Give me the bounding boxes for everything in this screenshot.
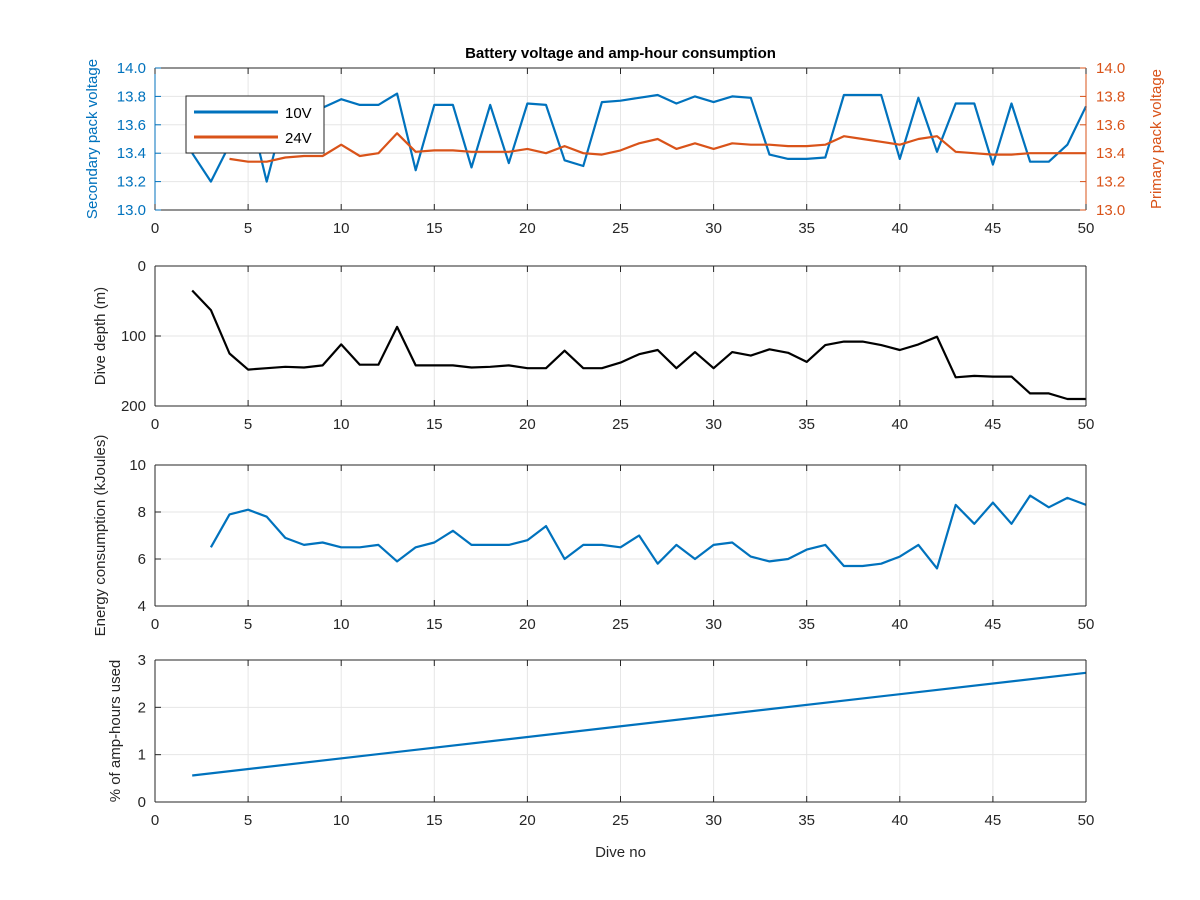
x-tick-label: 20 xyxy=(519,812,536,829)
x-tick-label: 30 xyxy=(705,416,722,433)
x-tick-label: 15 xyxy=(426,812,443,829)
y-tick-label: 200 xyxy=(121,398,146,415)
panel-1: 0 5 10 15 20 25 30 35 40 45 5013.013.213.413.613.8… xyxy=(84,45,1165,237)
x-tick-label: 45 xyxy=(985,416,1002,433)
x-tick-label: 5 xyxy=(244,416,252,433)
y2-tick-label: 14.0 xyxy=(1096,60,1125,77)
y2-tick-label: 13.0 xyxy=(1096,202,1125,219)
y-tick-label: 2 xyxy=(138,699,146,716)
panel-3: 0 5 10 15 20 25 30 35 40 45 50 4 6 8 10 Energy consumpt… xyxy=(92,435,1094,637)
y2-tick-label: 13.8 xyxy=(1096,88,1125,105)
y2-tick-label: 13.6 xyxy=(1096,117,1125,134)
x-tick-label: 35 xyxy=(798,616,815,633)
x-tick-label: 30 xyxy=(705,220,722,237)
y-axis-label: Energy consumption (kJoules) xyxy=(92,435,109,637)
y-tick-label: 13.2 xyxy=(117,174,146,191)
x-tick-label: 10 xyxy=(333,812,350,829)
x-tick-label: 30 xyxy=(705,616,722,633)
x-tick-label: 25 xyxy=(612,616,629,633)
x-tick-label: 15 xyxy=(426,616,443,633)
x-tick-label: 35 xyxy=(798,220,815,237)
x-tick-label: 45 xyxy=(985,220,1002,237)
x-tick-label: 25 xyxy=(612,812,629,829)
x-tick-label: 35 xyxy=(798,416,815,433)
y2-tick-label: 13.2 xyxy=(1096,174,1125,191)
y-tick-label: 13.0 xyxy=(117,202,146,219)
legend-label-24v: 24V xyxy=(285,130,312,147)
x-tick-label: 40 xyxy=(891,220,908,237)
x-axis-label: Dive no xyxy=(595,844,646,861)
x-tick-label: 10 xyxy=(333,416,350,433)
y-tick-label: 13.8 xyxy=(117,88,146,105)
y2-axis-label: Primary pack voltage xyxy=(1148,69,1165,209)
series-line-1 xyxy=(209,494,1087,570)
legend-box xyxy=(185,95,325,154)
chart-title: Battery voltage and amp-hour consumption xyxy=(465,45,776,62)
series-line-24v xyxy=(229,132,1086,163)
x-tick-label: 0 xyxy=(151,812,159,829)
legend-label-10v: 10V xyxy=(285,105,312,122)
x-tick-label: 5 xyxy=(244,812,252,829)
x-tick-label: 45 xyxy=(985,812,1002,829)
y-tick-label: 13.4 xyxy=(117,145,146,162)
y-tick-label: 4 xyxy=(138,598,146,615)
y-tick-label: 100 xyxy=(121,328,146,345)
series-line-10v xyxy=(191,92,1087,183)
y-axis-label: % of amp-hours used xyxy=(107,660,124,803)
y-axis-label: Secondary pack voltage xyxy=(84,59,101,219)
x-tick-label: 10 xyxy=(333,616,350,633)
panel-2: 0 5 10 15 20 25 30 35 40 45 50 0 100 200 Dive depth (m… xyxy=(92,258,1094,433)
y-tick-label: 13.6 xyxy=(117,117,146,134)
x-tick-label: 0 xyxy=(151,616,159,633)
y-tick-label: 6 xyxy=(138,551,146,568)
y-tick-label: 8 xyxy=(138,504,146,521)
y-axis-label: Dive depth (m) xyxy=(92,287,109,385)
x-tick-label: 50 xyxy=(1078,220,1095,237)
series-line-1 xyxy=(192,671,1087,777)
x-tick-label: 5 xyxy=(244,616,252,633)
x-tick-label: 20 xyxy=(519,616,536,633)
x-tick-label: 20 xyxy=(519,220,536,237)
y-tick-label: 0 xyxy=(138,258,146,275)
x-tick-label: 50 xyxy=(1078,616,1095,633)
x-tick-label: 50 xyxy=(1078,416,1095,433)
y-tick-label: 0 xyxy=(138,794,146,811)
x-tick-label: 40 xyxy=(891,416,908,433)
y-tick-label: 1 xyxy=(138,747,146,764)
x-tick-label: 40 xyxy=(891,616,908,633)
y-tick-label: 14.0 xyxy=(117,60,146,77)
series-line-1 xyxy=(191,289,1086,401)
x-tick-label: 25 xyxy=(612,416,629,433)
x-tick-label: 45 xyxy=(985,616,1002,633)
x-tick-label: 20 xyxy=(519,416,536,433)
x-tick-label: 40 xyxy=(891,812,908,829)
x-tick-label: 25 xyxy=(612,220,629,237)
x-tick-label: 35 xyxy=(798,812,815,829)
panel-4: 0 5 10 15 20 25 30 35 40 45 50 0 1 2 3 % of amp-hours u… xyxy=(107,652,1094,861)
x-tick-label: 10 xyxy=(333,220,350,237)
y-tick-label: 3 xyxy=(138,652,146,669)
x-tick-label: 0 xyxy=(151,220,159,237)
x-tick-label: 5 xyxy=(244,220,252,237)
y2-tick-label: 13.4 xyxy=(1096,145,1125,162)
x-tick-label: 0 xyxy=(151,416,159,433)
x-tick-label: 30 xyxy=(705,812,722,829)
x-tick-label: 15 xyxy=(426,416,443,433)
x-tick-label: 15 xyxy=(426,220,443,237)
y-tick-label: 10 xyxy=(129,457,146,474)
x-tick-label: 50 xyxy=(1078,812,1095,829)
